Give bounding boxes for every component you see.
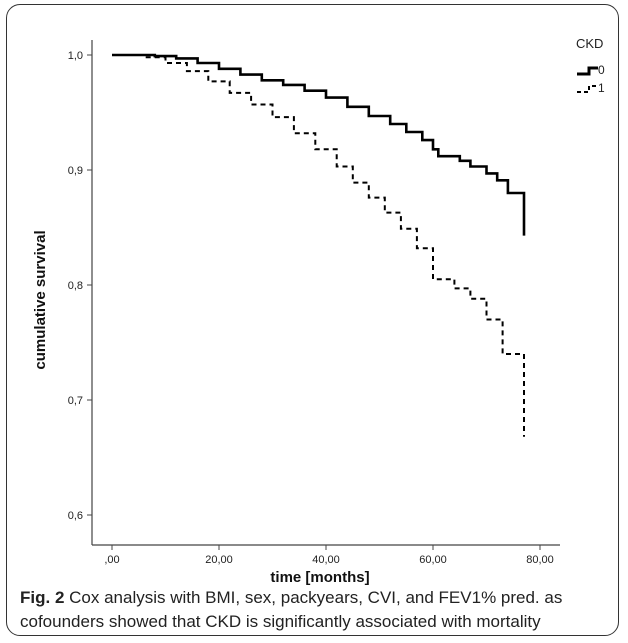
x-tick-label: ,00 bbox=[104, 554, 119, 566]
series-layer bbox=[112, 53, 526, 437]
caption-label: Fig. 2 bbox=[20, 588, 65, 607]
y-tick-label: 0,8 bbox=[68, 280, 83, 292]
legend: CKD 0 1 bbox=[576, 36, 605, 95]
y-axis-label: cumulative survival bbox=[32, 230, 49, 369]
y-tick-label: 0,6 bbox=[68, 510, 83, 522]
y-ticks: 0,6 0,7 0,8 0,9 1,0 bbox=[68, 50, 92, 522]
figure-caption: Fig. 2 Cox analysis with BMI, sex, packy… bbox=[20, 586, 620, 634]
legend-title: CKD bbox=[576, 36, 603, 51]
legend-swatch-solid bbox=[577, 66, 598, 76]
figure-frame bbox=[6, 4, 619, 636]
legend-label-0: 0 bbox=[598, 63, 605, 77]
x-tick-label: 40,00 bbox=[312, 554, 340, 566]
caption-text: Cox analysis with BMI, sex, packyears, C… bbox=[20, 588, 563, 631]
x-tick-label: 80,00 bbox=[526, 554, 554, 566]
x-axis-label: time [months] bbox=[270, 569, 369, 586]
y-tick-label: 0,7 bbox=[68, 395, 83, 407]
y-tick-label: 1,0 bbox=[68, 50, 83, 62]
x-tick-label: 20,00 bbox=[205, 554, 233, 566]
x-ticks: ,00 20,00 40,00 60,00 80,00 bbox=[104, 545, 554, 566]
y-tick-label: 0,9 bbox=[68, 165, 83, 177]
legend-label-1: 1 bbox=[598, 81, 605, 95]
x-tick-label: 60,00 bbox=[419, 554, 447, 566]
legend-swatch-dashed bbox=[577, 85, 598, 93]
survival-line-ckd-1 bbox=[112, 54, 525, 437]
survival-line-ckd-0 bbox=[112, 53, 526, 236]
